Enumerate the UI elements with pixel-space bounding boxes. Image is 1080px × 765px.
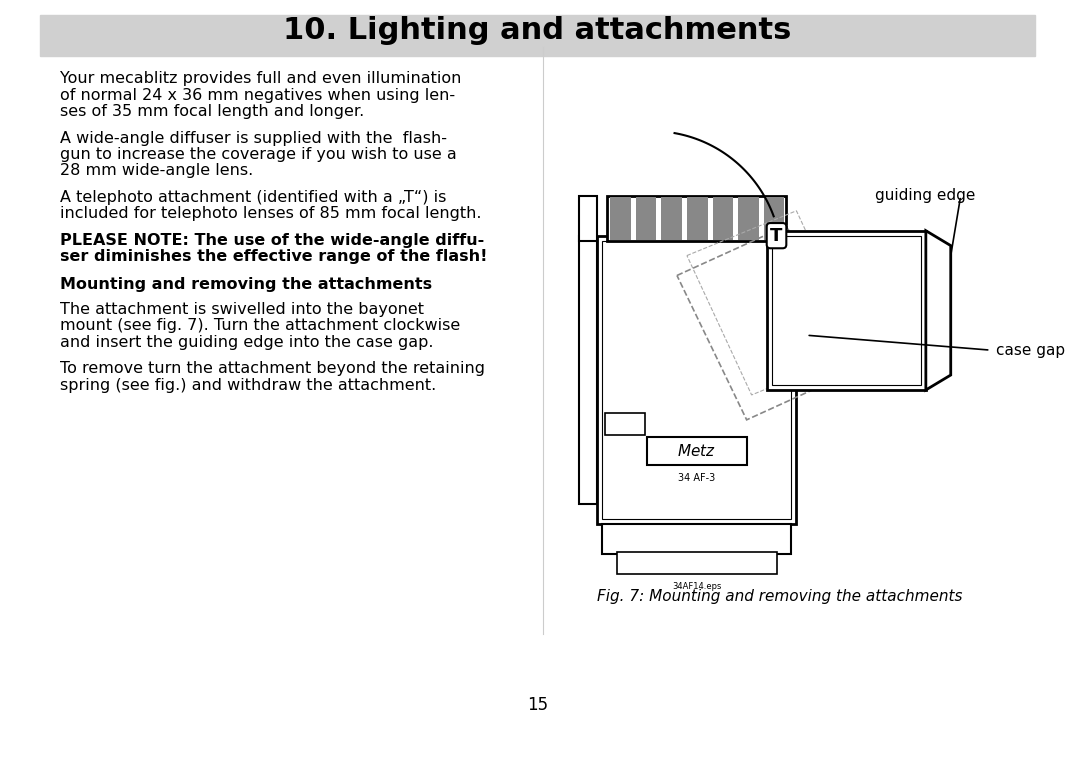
- Bar: [603, 524, 792, 554]
- Bar: [739, 197, 759, 239]
- Text: $\mathit{Metz}$: $\mathit{Metz}$: [677, 443, 716, 459]
- Bar: [579, 196, 597, 241]
- Text: Mounting and removing the attachments: Mounting and removing the attachments: [59, 278, 432, 292]
- Text: 15: 15: [527, 695, 549, 714]
- Text: of normal 24 x 36 mm negatives when using len-: of normal 24 x 36 mm negatives when usin…: [59, 88, 455, 103]
- Polygon shape: [767, 231, 926, 390]
- Bar: [603, 241, 792, 519]
- Text: 28 mm wide-angle lens.: 28 mm wide-angle lens.: [59, 164, 253, 178]
- Bar: [661, 197, 683, 239]
- Text: spring (see fig.) and withdraw the attachment.: spring (see fig.) and withdraw the attac…: [59, 377, 436, 392]
- Bar: [597, 236, 796, 524]
- Text: 34AF14.eps: 34AF14.eps: [672, 582, 721, 591]
- Text: The attachment is swivelled into the bayonet: The attachment is swivelled into the bay…: [59, 302, 423, 317]
- Text: To remove turn the attachment beyond the retaining: To remove turn the attachment beyond the…: [59, 361, 485, 376]
- Text: and insert the guiding edge into the case gap.: and insert the guiding edge into the cas…: [59, 335, 433, 350]
- Bar: [610, 197, 631, 239]
- Text: A wide-angle diffuser is supplied with the  flash-: A wide-angle diffuser is supplied with t…: [59, 131, 447, 145]
- Bar: [579, 236, 597, 504]
- Bar: [713, 197, 733, 239]
- Bar: [687, 197, 707, 239]
- Text: Fig. 7: Mounting and removing the attachments: Fig. 7: Mounting and removing the attach…: [597, 589, 962, 604]
- Bar: [607, 196, 786, 241]
- Text: 10. Lighting and attachments: 10. Lighting and attachments: [283, 16, 792, 45]
- Text: ses of 35 mm focal length and longer.: ses of 35 mm focal length and longer.: [59, 104, 364, 119]
- Text: ser diminishes the effective range of the flash!: ser diminishes the effective range of th…: [59, 249, 487, 264]
- Text: mount (see fig. 7). Turn the attachment clockwise: mount (see fig. 7). Turn the attachment …: [59, 318, 460, 334]
- Bar: [636, 197, 657, 239]
- Bar: [618, 552, 777, 575]
- Bar: [605, 413, 645, 435]
- Text: case gap: case gap: [996, 343, 1065, 358]
- Text: gun to increase the coverage if you wish to use a: gun to increase the coverage if you wish…: [59, 147, 457, 162]
- Bar: [647, 437, 746, 464]
- Text: T: T: [770, 226, 783, 245]
- Text: PLEASE NOTE: The use of the wide-angle diffu-: PLEASE NOTE: The use of the wide-angle d…: [59, 233, 484, 248]
- Text: A telephoto attachment (identified with a „T“) is: A telephoto attachment (identified with …: [59, 190, 446, 205]
- Polygon shape: [926, 231, 950, 390]
- Text: 34 AF-3: 34 AF-3: [678, 473, 715, 483]
- Text: guiding edge: guiding edge: [875, 188, 975, 203]
- Text: Your mecablitz provides full and even illumination: Your mecablitz provides full and even il…: [59, 71, 461, 86]
- Text: included for telephoto lenses of 85 mm focal length.: included for telephoto lenses of 85 mm f…: [59, 207, 482, 221]
- Bar: [40, 15, 1036, 57]
- Bar: [764, 197, 784, 239]
